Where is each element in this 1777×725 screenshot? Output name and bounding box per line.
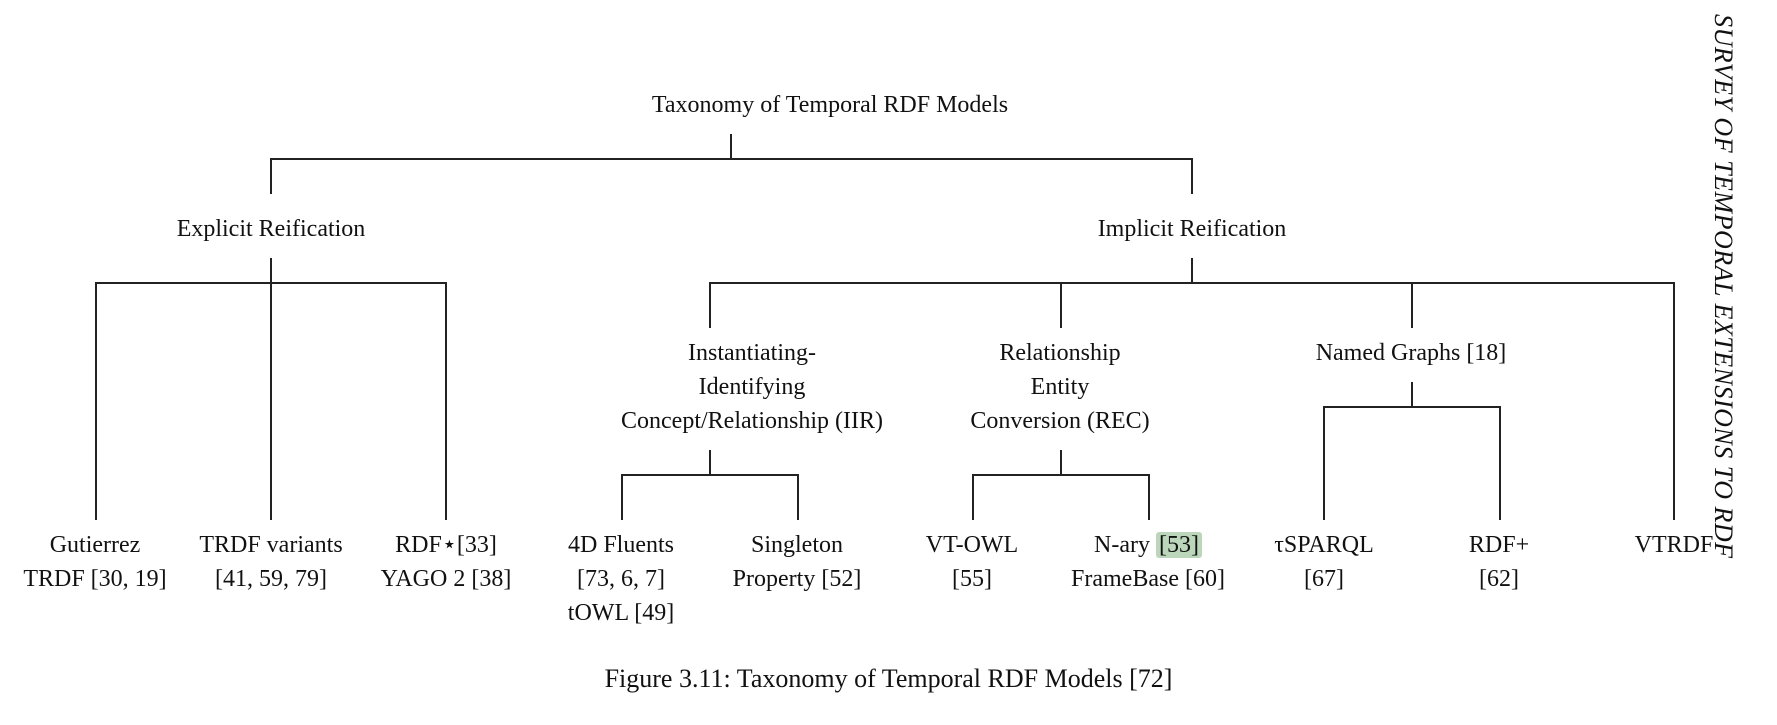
edge xyxy=(621,474,623,520)
edge xyxy=(1191,158,1193,194)
leaf-singleton-property: Singleton Property [52] xyxy=(732,532,862,592)
edge xyxy=(270,258,272,520)
edge xyxy=(270,158,272,194)
edge xyxy=(709,282,1674,284)
rec-node: Relationship Entity Conversion (REC) xyxy=(970,340,1150,434)
edge xyxy=(270,158,1192,160)
leaf-vtrdf: VTRDF xyxy=(1634,532,1714,558)
running-header: SURVEY OF TEMPORAL EXTENSIONS TO RDF xyxy=(1709,14,1738,559)
edge xyxy=(1411,382,1413,406)
implicit-reification-node: Implicit Reification xyxy=(1097,216,1287,242)
named-graphs-node: Named Graphs [18] xyxy=(1315,340,1507,366)
leaf-n-ary-framebase: N-ary [53] FrameBase [60] xyxy=(1071,532,1225,592)
edge xyxy=(1673,282,1675,520)
leaf-trdf-variants: TRDF variants [41, 59, 79] xyxy=(199,532,343,592)
leaf-4d-fluents: 4D Fluents [73, 6, 7] tOWL [49] xyxy=(567,532,675,626)
leaf-rdf-plus: RDF+ [62] xyxy=(1468,532,1530,592)
edge xyxy=(1323,406,1500,408)
edge xyxy=(972,474,1149,476)
root-node: Taxonomy of Temporal RDF Models xyxy=(651,92,1009,118)
edge xyxy=(95,282,97,520)
edge xyxy=(797,474,799,520)
edge xyxy=(1323,406,1325,520)
edge xyxy=(1411,282,1413,328)
iir-node: Instantiating- Identifying Concept/Relat… xyxy=(621,340,883,434)
edge xyxy=(709,450,711,474)
edge xyxy=(1060,282,1062,328)
explicit-reification-node: Explicit Reification xyxy=(176,216,366,242)
edge xyxy=(1499,406,1501,520)
figure-caption: Figure 3.11: Taxonomy of Temporal RDF Mo… xyxy=(604,664,1173,693)
edge xyxy=(709,282,711,328)
edge xyxy=(1060,450,1062,474)
edge xyxy=(1191,258,1193,282)
leaf-tau-sparql: τSPARQL [67] xyxy=(1274,532,1374,592)
edge xyxy=(445,282,447,520)
edge xyxy=(1148,474,1150,520)
edge xyxy=(730,134,732,158)
leaf-rdf-star-yago: RDF⋆[33] YAGO 2 [38] xyxy=(380,532,512,592)
edge xyxy=(972,474,974,520)
leaf-gutierrez-trdf: Gutierrez TRDF [30, 19] xyxy=(23,532,167,592)
edge xyxy=(621,474,798,476)
leaf-vt-owl: VT-OWL [55] xyxy=(925,532,1019,592)
citation-highlight[interactable]: [53] xyxy=(1155,532,1202,558)
